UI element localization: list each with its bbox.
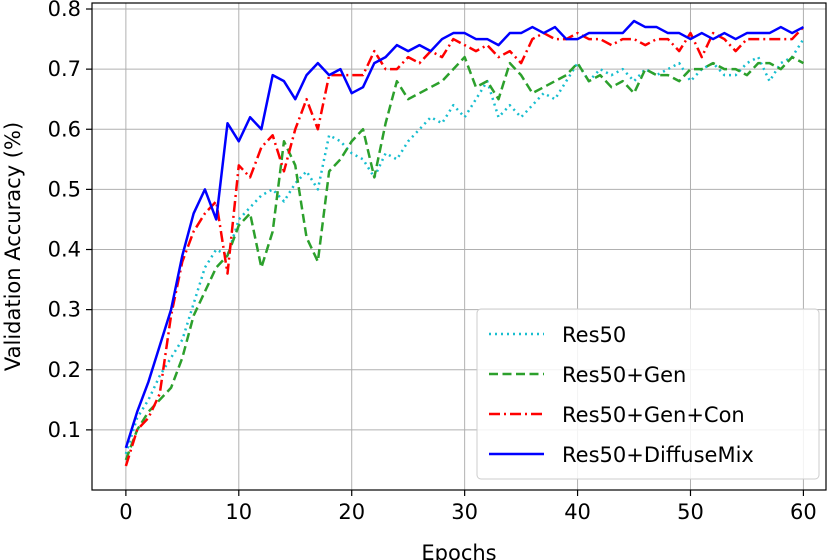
legend-label: Res50+Gen <box>562 363 686 387</box>
x-tick-label: 10 <box>225 500 252 524</box>
x-tick-label: 50 <box>677 500 704 524</box>
series-line-3 <box>124 26 805 467</box>
series-line-2 <box>124 55 805 461</box>
x-axis: 0 10 20 30 40 50 60 <box>119 490 817 524</box>
legend-label: Res50+DiffuseMix <box>562 443 754 467</box>
legend: Res50 Res50+Gen Res50+Gen+Con Res50+Diffuse… <box>476 308 820 480</box>
x-tick-label: 40 <box>564 500 591 524</box>
y-tick-label: 0.8 <box>48 0 81 21</box>
x-tick-label: 20 <box>338 500 365 524</box>
y-tick-label: 0.3 <box>48 298 81 322</box>
x-axis-label: Epochs <box>421 541 496 560</box>
plot-frame <box>91 2 827 491</box>
y-tick-label: 0.4 <box>48 238 81 262</box>
y-tick-label: 0.7 <box>48 57 81 81</box>
x-tick-label: 60 <box>790 500 817 524</box>
y-axis: 0.1 0.2 0.3 0.4 0.5 0.6 0.7 0.8 <box>48 0 92 442</box>
x-tick-label: 0 <box>119 500 132 524</box>
y-tick-label: 0.1 <box>48 418 81 442</box>
y-tick-label: 0.6 <box>48 117 81 141</box>
y-tick-label: 0.2 <box>48 358 81 382</box>
legend-label: Res50+Gen+Con <box>562 403 745 427</box>
x-tick-label: 30 <box>451 500 478 524</box>
series-line-4 <box>124 19 805 449</box>
y-axis-label: Validation Accuracy (%) <box>1 122 25 371</box>
legend-label: Res50 <box>562 323 626 347</box>
grid <box>92 3 826 490</box>
y-tick-label: 0.5 <box>48 177 81 201</box>
series-layer <box>124 19 805 467</box>
legend-box <box>476 308 820 480</box>
